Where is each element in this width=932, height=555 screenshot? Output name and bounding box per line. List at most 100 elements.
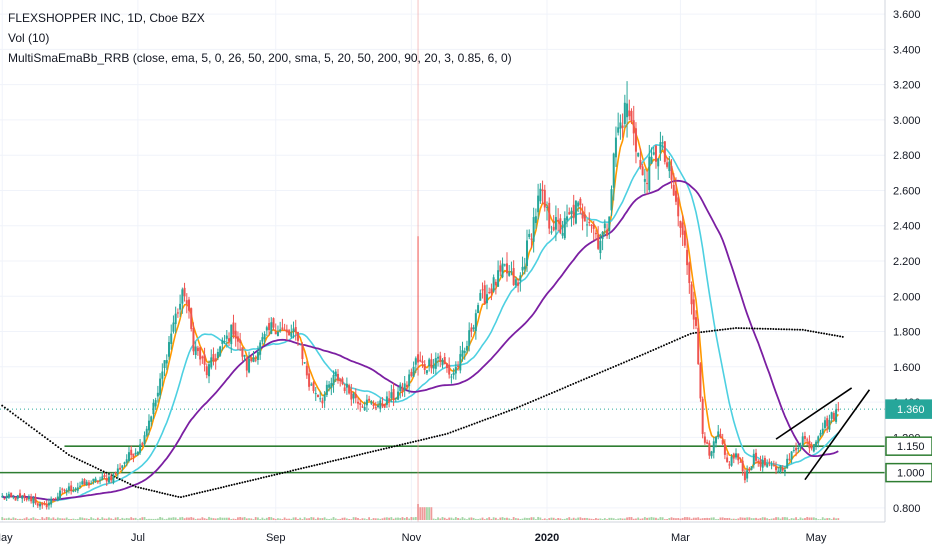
volume-bar	[301, 519, 304, 520]
volume-bar	[223, 517, 226, 520]
candle-body	[87, 482, 90, 486]
sma200-dot	[177, 495, 180, 498]
candle-body	[497, 270, 500, 287]
volume-bar	[290, 518, 293, 520]
candle-body	[345, 383, 348, 388]
sma200-dot	[214, 487, 217, 490]
volume-bar	[128, 518, 130, 520]
volume-bar	[225, 517, 228, 520]
sma200-dot	[193, 492, 196, 495]
volume-bar	[194, 518, 197, 520]
volume-bar	[752, 518, 755, 520]
sma200-dot	[801, 328, 804, 331]
time-axis[interactable]: May Jul Sep Nov 2020 Mar May	[0, 532, 827, 544]
volume-bar	[548, 518, 551, 520]
candle-body	[292, 328, 295, 332]
sma200-dot	[182, 495, 185, 498]
price-tick-label: 2.600	[893, 185, 921, 197]
sma200-dot	[185, 494, 188, 497]
sma200-dot	[254, 478, 257, 481]
candle-body	[170, 333, 173, 344]
sma200-dot	[278, 472, 281, 475]
volume-bar	[439, 518, 442, 520]
volume-bar	[48, 517, 50, 520]
volume-bar	[65, 517, 68, 520]
sma200-dot	[497, 413, 500, 416]
volume-bar	[105, 518, 108, 520]
volume-bar	[626, 517, 628, 520]
sma200-dot	[457, 428, 460, 431]
sma200-dot	[654, 347, 657, 350]
volume-bar	[165, 518, 168, 520]
candle-body	[183, 287, 186, 297]
price-axis[interactable]: 0.8001.0001.2001.4001.6001.8002.0002.200…	[893, 9, 921, 515]
sma200-dot	[702, 330, 705, 333]
volume-bar	[494, 517, 497, 520]
candle-body	[510, 271, 513, 273]
volume-bar	[277, 518, 279, 520]
candle-body	[370, 401, 373, 404]
candle-body	[59, 490, 62, 499]
candle-body	[648, 156, 651, 191]
volume-bar	[85, 518, 88, 520]
volume-bar	[581, 518, 584, 520]
volume-bar	[148, 518, 150, 520]
candle-body	[806, 439, 809, 441]
sma200-dot	[196, 492, 199, 495]
candle-body	[283, 329, 286, 331]
sma200-dot	[356, 454, 359, 457]
volume-bar	[835, 518, 837, 520]
sma200-dot	[404, 442, 407, 445]
candle-body	[152, 402, 155, 415]
sma200-dot	[417, 439, 420, 442]
volume-bar	[728, 517, 731, 520]
sma200-dot	[788, 328, 791, 331]
sma200-dot	[553, 390, 556, 393]
sma200-dot	[83, 461, 86, 464]
sma200-dot	[767, 327, 770, 330]
volume-bar	[237, 517, 239, 520]
candle-body	[203, 354, 206, 365]
candle-body	[719, 433, 722, 438]
volume-bar	[197, 518, 199, 520]
symbol-title[interactable]: FLEXSHOPPER INC, 1D, Cboe BZX	[8, 11, 205, 25]
volume-bar	[817, 519, 820, 520]
volume-bar	[715, 519, 717, 520]
candle-body	[779, 465, 782, 473]
candle-body	[190, 308, 193, 329]
volume-bar	[790, 518, 793, 520]
candle-body	[125, 459, 128, 463]
candle-body	[539, 188, 542, 202]
volume-bar	[503, 517, 506, 520]
sma200-dot	[297, 468, 300, 471]
candle-body	[445, 363, 448, 369]
volume-indicator-label[interactable]: Vol (10)	[8, 31, 50, 45]
ma-indicator-label[interactable]: MultiSmaEmaBb_RRB (close, ema, 5, 0, 26,…	[8, 51, 512, 65]
candle-body	[759, 460, 762, 467]
sma200-dot	[769, 327, 772, 330]
sma200-dot	[745, 327, 748, 330]
volume-bar	[597, 518, 600, 520]
sma200-dot	[566, 385, 569, 388]
sma200-dot	[121, 479, 124, 482]
sma200-dot	[492, 415, 495, 418]
candle-body	[815, 441, 818, 446]
volume-bar	[837, 518, 840, 520]
candle-body	[214, 358, 217, 362]
sma200-dot	[828, 333, 831, 336]
sma200-dot	[14, 414, 17, 417]
candle-body	[468, 330, 471, 346]
volume-bar	[321, 518, 324, 520]
sma200-dot	[534, 398, 537, 401]
volume-bar	[592, 519, 595, 520]
sma200-dot	[398, 444, 401, 447]
volume-bar	[352, 517, 355, 520]
volume-bar	[448, 517, 451, 520]
candle-body	[79, 485, 82, 487]
volume-bar	[681, 517, 684, 520]
time-tick-label: Sep	[266, 532, 286, 544]
volume-bar	[61, 518, 64, 520]
